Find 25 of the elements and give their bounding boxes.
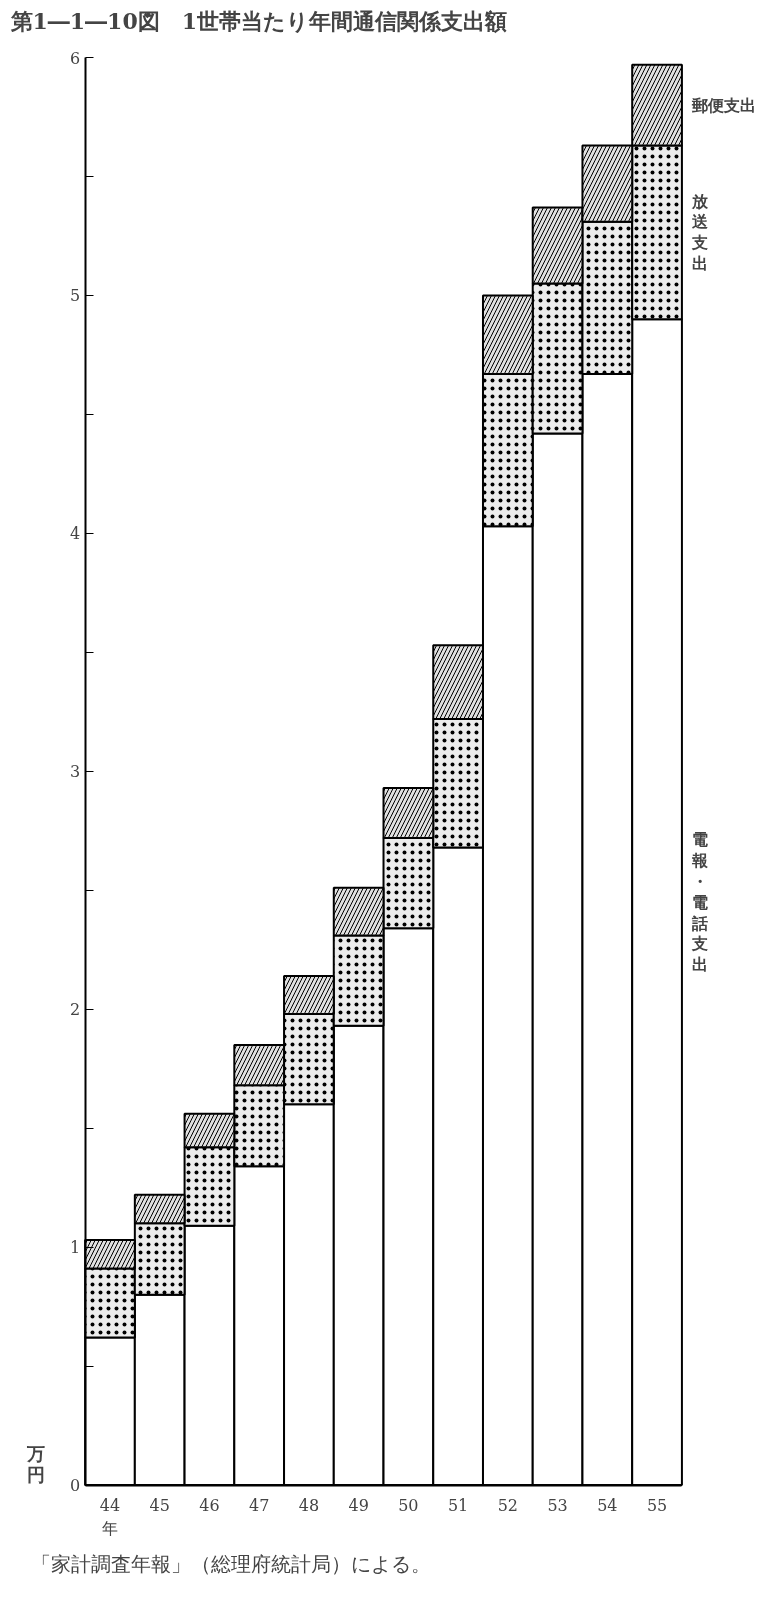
x-tick-label: 46 xyxy=(199,1496,220,1516)
x-tick-label: 47 xyxy=(249,1496,270,1516)
chart-title: 第1―1―10図 1世帯当たり年間通信関係支出額 xyxy=(9,7,508,34)
y-tick-label: 5 xyxy=(69,286,81,306)
series-label: 放送支出 xyxy=(690,191,709,274)
text: 「家計調査年報」（総理府統計局）による。 xyxy=(30,1551,431,1576)
y-tick-label: 6 xyxy=(69,48,81,68)
y-tick-label: 2 xyxy=(69,1000,81,1020)
y-tick-label: 4 xyxy=(69,524,81,544)
series-label: 電報・電話支出 xyxy=(690,829,709,975)
x-tick-label: 48 xyxy=(298,1496,320,1516)
y-tick-label: 3 xyxy=(69,762,81,782)
x-tick-label: 49 xyxy=(348,1496,369,1516)
y-tick-label: 0 xyxy=(69,1476,81,1496)
x-tick-label: 54 xyxy=(597,1496,618,1516)
x-tick-label: 44 年 xyxy=(99,1496,121,1538)
x-tick-label: 53 xyxy=(547,1496,568,1516)
x-tick-label: 50 xyxy=(398,1496,419,1516)
x-tick-label: 45 xyxy=(149,1496,170,1516)
series-label: 郵便支出 xyxy=(690,95,756,115)
x-tick-label: 55 xyxy=(646,1496,668,1516)
y-axis-title: 万円 xyxy=(26,1443,46,1486)
x-tick-label: 52 xyxy=(497,1496,519,1516)
y-tick-label: 1 xyxy=(69,1238,81,1258)
x-tick-label: 51 xyxy=(447,1496,469,1516)
